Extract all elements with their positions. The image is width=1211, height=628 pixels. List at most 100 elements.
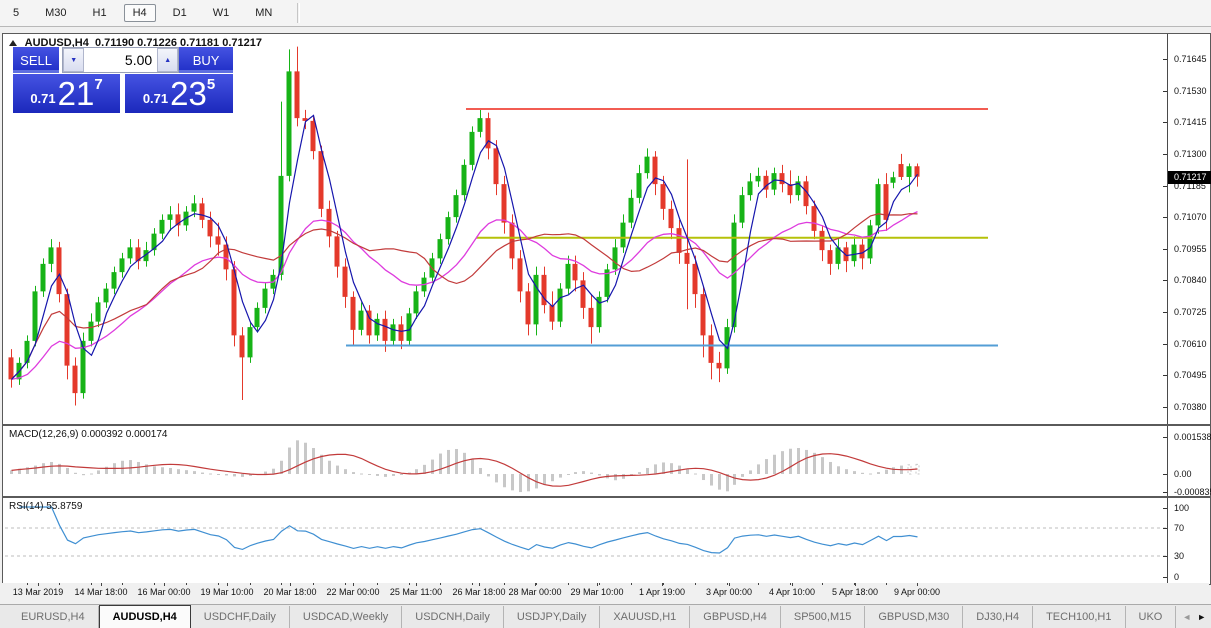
tab-usdcad-weekly[interactable]: USDCAD,Weekly	[290, 606, 403, 628]
date-tick-label: 22 Mar 00:00	[326, 587, 380, 597]
date-minor-tick	[280, 583, 282, 585]
date-minor-tick	[567, 583, 569, 585]
tab-gbpusd-h4[interactable]: GBPUSD,H4	[690, 606, 781, 628]
date-minor-tick	[185, 583, 187, 585]
rsi-tick-mark	[1163, 577, 1167, 578]
tab-dj30-h4[interactable]: DJ30,H4	[963, 606, 1034, 628]
tab-xauusd-h1[interactable]: XAUUSD,H1	[600, 606, 691, 628]
price-tick-mark	[1163, 312, 1167, 313]
chart-title: AUDUSD,H4 0.71190 0.71226 0.71181 0.7121…	[9, 37, 262, 49]
macd-plot[interactable]	[3, 426, 1167, 494]
tab-usdcnh-daily[interactable]: USDCNH,Daily	[402, 606, 504, 628]
timeframe-5[interactable]: 5	[13, 7, 20, 19]
date-tick-mark	[729, 583, 730, 586]
volume-input[interactable]	[84, 48, 158, 72]
rsi-axis-label: 70	[1174, 523, 1185, 533]
timeframe-h4[interactable]: H4	[123, 4, 156, 22]
date-minor-tick	[26, 583, 28, 585]
price-tick-label: 0.70840	[1174, 275, 1207, 286]
date-tick-mark	[101, 583, 102, 586]
rsi-tick-mark	[1163, 528, 1167, 529]
date-tick-label: 16 Mar 00:00	[137, 587, 191, 597]
rsi-panel: RSI(14) 55.8759 100 70 30 0	[2, 497, 1211, 585]
date-tick-label: 19 Mar 10:00	[200, 587, 254, 597]
date-tick-label: 1 Apr 19:00	[638, 587, 686, 597]
sell-button[interactable]: SELL	[13, 47, 60, 73]
tab-sp500-m15[interactable]: SP500,M15	[781, 606, 866, 628]
price-tick-mark	[1163, 217, 1167, 219]
timeframe-toolbar: 5 M30 H1 H4 D1 W1 MN	[0, 0, 1211, 27]
price-tick-mark	[1163, 406, 1167, 408]
rsi-axis-border	[1167, 498, 1168, 584]
date-minor-tick	[853, 583, 855, 585]
price-tick-mark	[1163, 375, 1167, 377]
tab-gbpusd-m30[interactable]: GBPUSD,M30	[865, 606, 964, 628]
rsi-axis-label: 0	[1174, 572, 1180, 582]
macd-tick-mark	[1163, 437, 1167, 438]
price-tick-mark	[1163, 343, 1167, 345]
tab-tech100-h1[interactable]: TECH100,H1	[1033, 606, 1126, 628]
timeframe-d1[interactable]: D1	[172, 7, 187, 19]
volume-increase-icon[interactable]: ▲	[157, 48, 179, 72]
macd-axis-label: -0.000835	[1174, 487, 1211, 497]
date-tick-label: 4 Apr 10:00	[768, 587, 816, 597]
sell-price-button[interactable]: 0.71 21 7	[13, 74, 120, 113]
tab-usdchf-daily[interactable]: USDCHF,Daily	[191, 606, 290, 628]
date-tick-mark	[662, 583, 663, 586]
date-tick-mark	[38, 583, 39, 586]
chart-ohlc: 0.71190 0.71226 0.71181 0.71217	[94, 37, 262, 49]
toolbar-separator	[297, 3, 301, 23]
price-tick-label: 0.71645	[1174, 54, 1207, 64]
tab-scroll-right-icon[interactable]: ►	[1197, 612, 1207, 622]
date-tick-label: 20 Mar 18:00	[263, 587, 317, 597]
price-axis-border	[1167, 34, 1168, 424]
date-minor-tick	[344, 583, 346, 585]
sell-price-prefix: 0.71	[30, 91, 56, 106]
macd-axis-border	[1167, 426, 1168, 496]
date-tick-label: 13 Mar 2019	[12, 587, 64, 597]
rsi-value: 55.8759	[46, 501, 83, 512]
buy-price-button[interactable]: 0.71 23 5	[125, 74, 233, 113]
tab-eurusd-h4[interactable]: EURUSD,H4	[8, 606, 99, 628]
rsi-label: RSI(14)	[9, 501, 44, 512]
date-tick-label: 14 Mar 18:00	[74, 587, 128, 597]
date-axis[interactable]: 13 Mar 2019 14 Mar 18:00 16 Mar 00:00 19 Ma…	[2, 583, 1209, 604]
tab-scroll-arrows: ◄ ►	[1176, 605, 1211, 628]
date-minor-tick	[471, 583, 473, 585]
date-minor-tick	[121, 583, 123, 585]
price-chart[interactable]	[3, 34, 1167, 422]
macd-axis-label: 0.00	[1174, 469, 1192, 479]
tab-audusd-h4[interactable]: AUDUSD,H4	[98, 605, 191, 628]
date-tick-mark	[227, 583, 228, 586]
date-minor-tick	[789, 583, 791, 585]
date-minor-tick	[249, 583, 251, 585]
volume-decrease-icon[interactable]: ▼	[63, 48, 85, 72]
price-tick-label: 0.71530	[1174, 85, 1207, 96]
macd-value-main: 0.000392	[81, 429, 123, 440]
tab-scroll-left-icon[interactable]: ◄	[1182, 612, 1192, 622]
date-minor-tick	[217, 583, 219, 585]
rsi-plot[interactable]	[3, 498, 1167, 582]
date-tick-label: 25 Mar 11:00	[389, 587, 443, 597]
buy-button[interactable]: BUY	[179, 47, 233, 73]
date-tick-mark	[917, 583, 918, 586]
collapse-arrow-icon[interactable]	[9, 40, 17, 46]
date-minor-tick	[630, 583, 632, 585]
timeframe-h1[interactable]: H1	[92, 7, 107, 19]
chart-tabs-bar: EURUSD,H4 AUDUSD,H4 USDCHF,Daily USDCAD,Wee…	[0, 604, 1211, 628]
price-tick-label: 0.70495	[1174, 370, 1207, 381]
tab-usdjpy-daily[interactable]: USDJPY,Daily	[504, 606, 601, 628]
price-tick-label: 0.71070	[1174, 212, 1207, 223]
timeframe-m30[interactable]: M30	[45, 7, 67, 19]
price-tick-mark	[1163, 122, 1167, 124]
price-tick-label: 0.71415	[1174, 117, 1207, 128]
chart-symbol: AUDUSD,H4	[24, 37, 89, 49]
timeframe-mn[interactable]: MN	[255, 7, 273, 19]
sell-price-pip: 7	[94, 76, 103, 93]
price-tick-label: 0.70610	[1174, 338, 1207, 349]
timeframe-w1[interactable]: W1	[212, 7, 230, 19]
date-tick-mark	[290, 583, 291, 586]
tab-uko[interactable]: UKO	[1126, 606, 1177, 628]
macd-label: MACD(12,26,9)	[9, 429, 79, 440]
date-minor-tick	[439, 583, 441, 585]
